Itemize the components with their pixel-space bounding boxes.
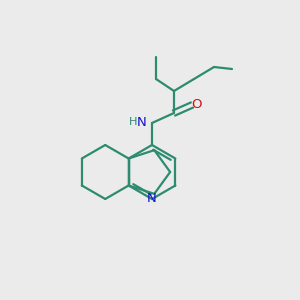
Text: H: H xyxy=(129,117,137,127)
Text: N: N xyxy=(147,193,157,206)
Text: O: O xyxy=(192,98,202,112)
Text: N: N xyxy=(137,116,147,128)
